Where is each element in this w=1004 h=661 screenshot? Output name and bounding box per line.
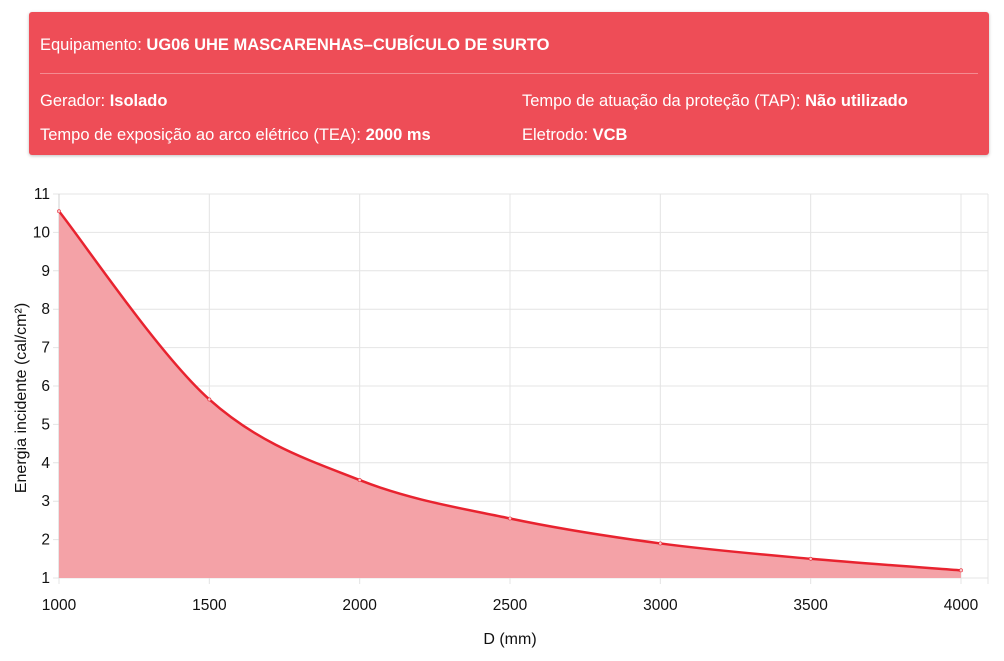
data-point	[57, 209, 61, 214]
generator-field: Gerador: Isolado	[40, 92, 167, 111]
tap-field: Tempo de atuação da proteção (TAP): Não …	[522, 92, 908, 111]
y-tick-label: 6	[41, 378, 50, 395]
tea-label: Tempo de exposição ao arco elétrico (TEA…	[40, 126, 366, 144]
y-tick-label: 1	[41, 570, 50, 587]
data-point	[357, 478, 362, 482]
y-tick-label: 10	[33, 224, 51, 241]
x-tick-label: 3000	[643, 597, 678, 614]
x-tick-label: 1500	[192, 597, 227, 614]
x-axis-title: D (mm)	[483, 631, 536, 648]
x-tick-label: 4000	[944, 597, 979, 614]
data-point	[959, 568, 963, 573]
tea-field: Tempo de exposição ao arco elétrico (TEA…	[40, 126, 431, 145]
electrode-value: VCB	[592, 126, 628, 144]
chart-points	[57, 209, 963, 573]
data-point	[508, 516, 512, 521]
y-tick-label: 9	[41, 263, 50, 280]
equipment-label: Equipamento:	[40, 36, 147, 54]
incident-energy-chart: 1000 1500 2000 2500 3000 3500 4000 1 2 3 4 5 6 7 8 9 10…	[13, 186, 989, 648]
generator-label: Gerador:	[40, 92, 110, 110]
tap-label: Tempo de atuação da proteção (TAP):	[522, 92, 806, 110]
equipment-field: Equipamento: UG06 UHE MASCARENHAS–CUBÍCU…	[40, 36, 549, 55]
y-tick-label: 11	[34, 186, 50, 203]
y-tick-label: 5	[41, 416, 50, 433]
equipment-value: UG06 UHE MASCARENHAS–CUBÍCULO DE SURTO	[146, 36, 550, 54]
x-axis-ticks: 1000 1500 2000 2500 3000 3500 4000	[42, 597, 979, 614]
equipment-info-card: Equipamento: UG06 UHE MASCARENHAS–CUBÍCU…	[29, 12, 989, 155]
y-tick-label: 2	[41, 532, 50, 549]
x-tick-label: 2000	[342, 597, 377, 614]
generator-value: Isolado	[109, 92, 168, 110]
tap-value: Não utilizado	[805, 92, 908, 110]
tea-value: 2000 ms	[365, 126, 431, 144]
y-axis-ticks: 1 2 3 4 5 6 7 8 9 10 11	[33, 186, 51, 587]
x-tick-label: 2500	[493, 597, 528, 614]
x-tick-label: 3500	[793, 597, 828, 614]
electrode-field: Eletrodo: VCB	[522, 126, 627, 145]
x-tick-label: 1000	[42, 597, 77, 614]
y-axis-title: Energia incidente (cal/cm²)	[13, 303, 30, 493]
data-point	[658, 541, 663, 546]
y-tick-label: 4	[41, 455, 50, 472]
y-tick-label: 8	[41, 301, 50, 318]
info-divider	[40, 73, 978, 74]
y-tick-label: 3	[41, 493, 50, 510]
series-area-fill	[59, 211, 961, 578]
electrode-label: Eletrodo:	[522, 126, 593, 144]
data-point	[808, 556, 813, 561]
data-point	[207, 397, 212, 402]
y-tick-label: 7	[41, 340, 50, 357]
